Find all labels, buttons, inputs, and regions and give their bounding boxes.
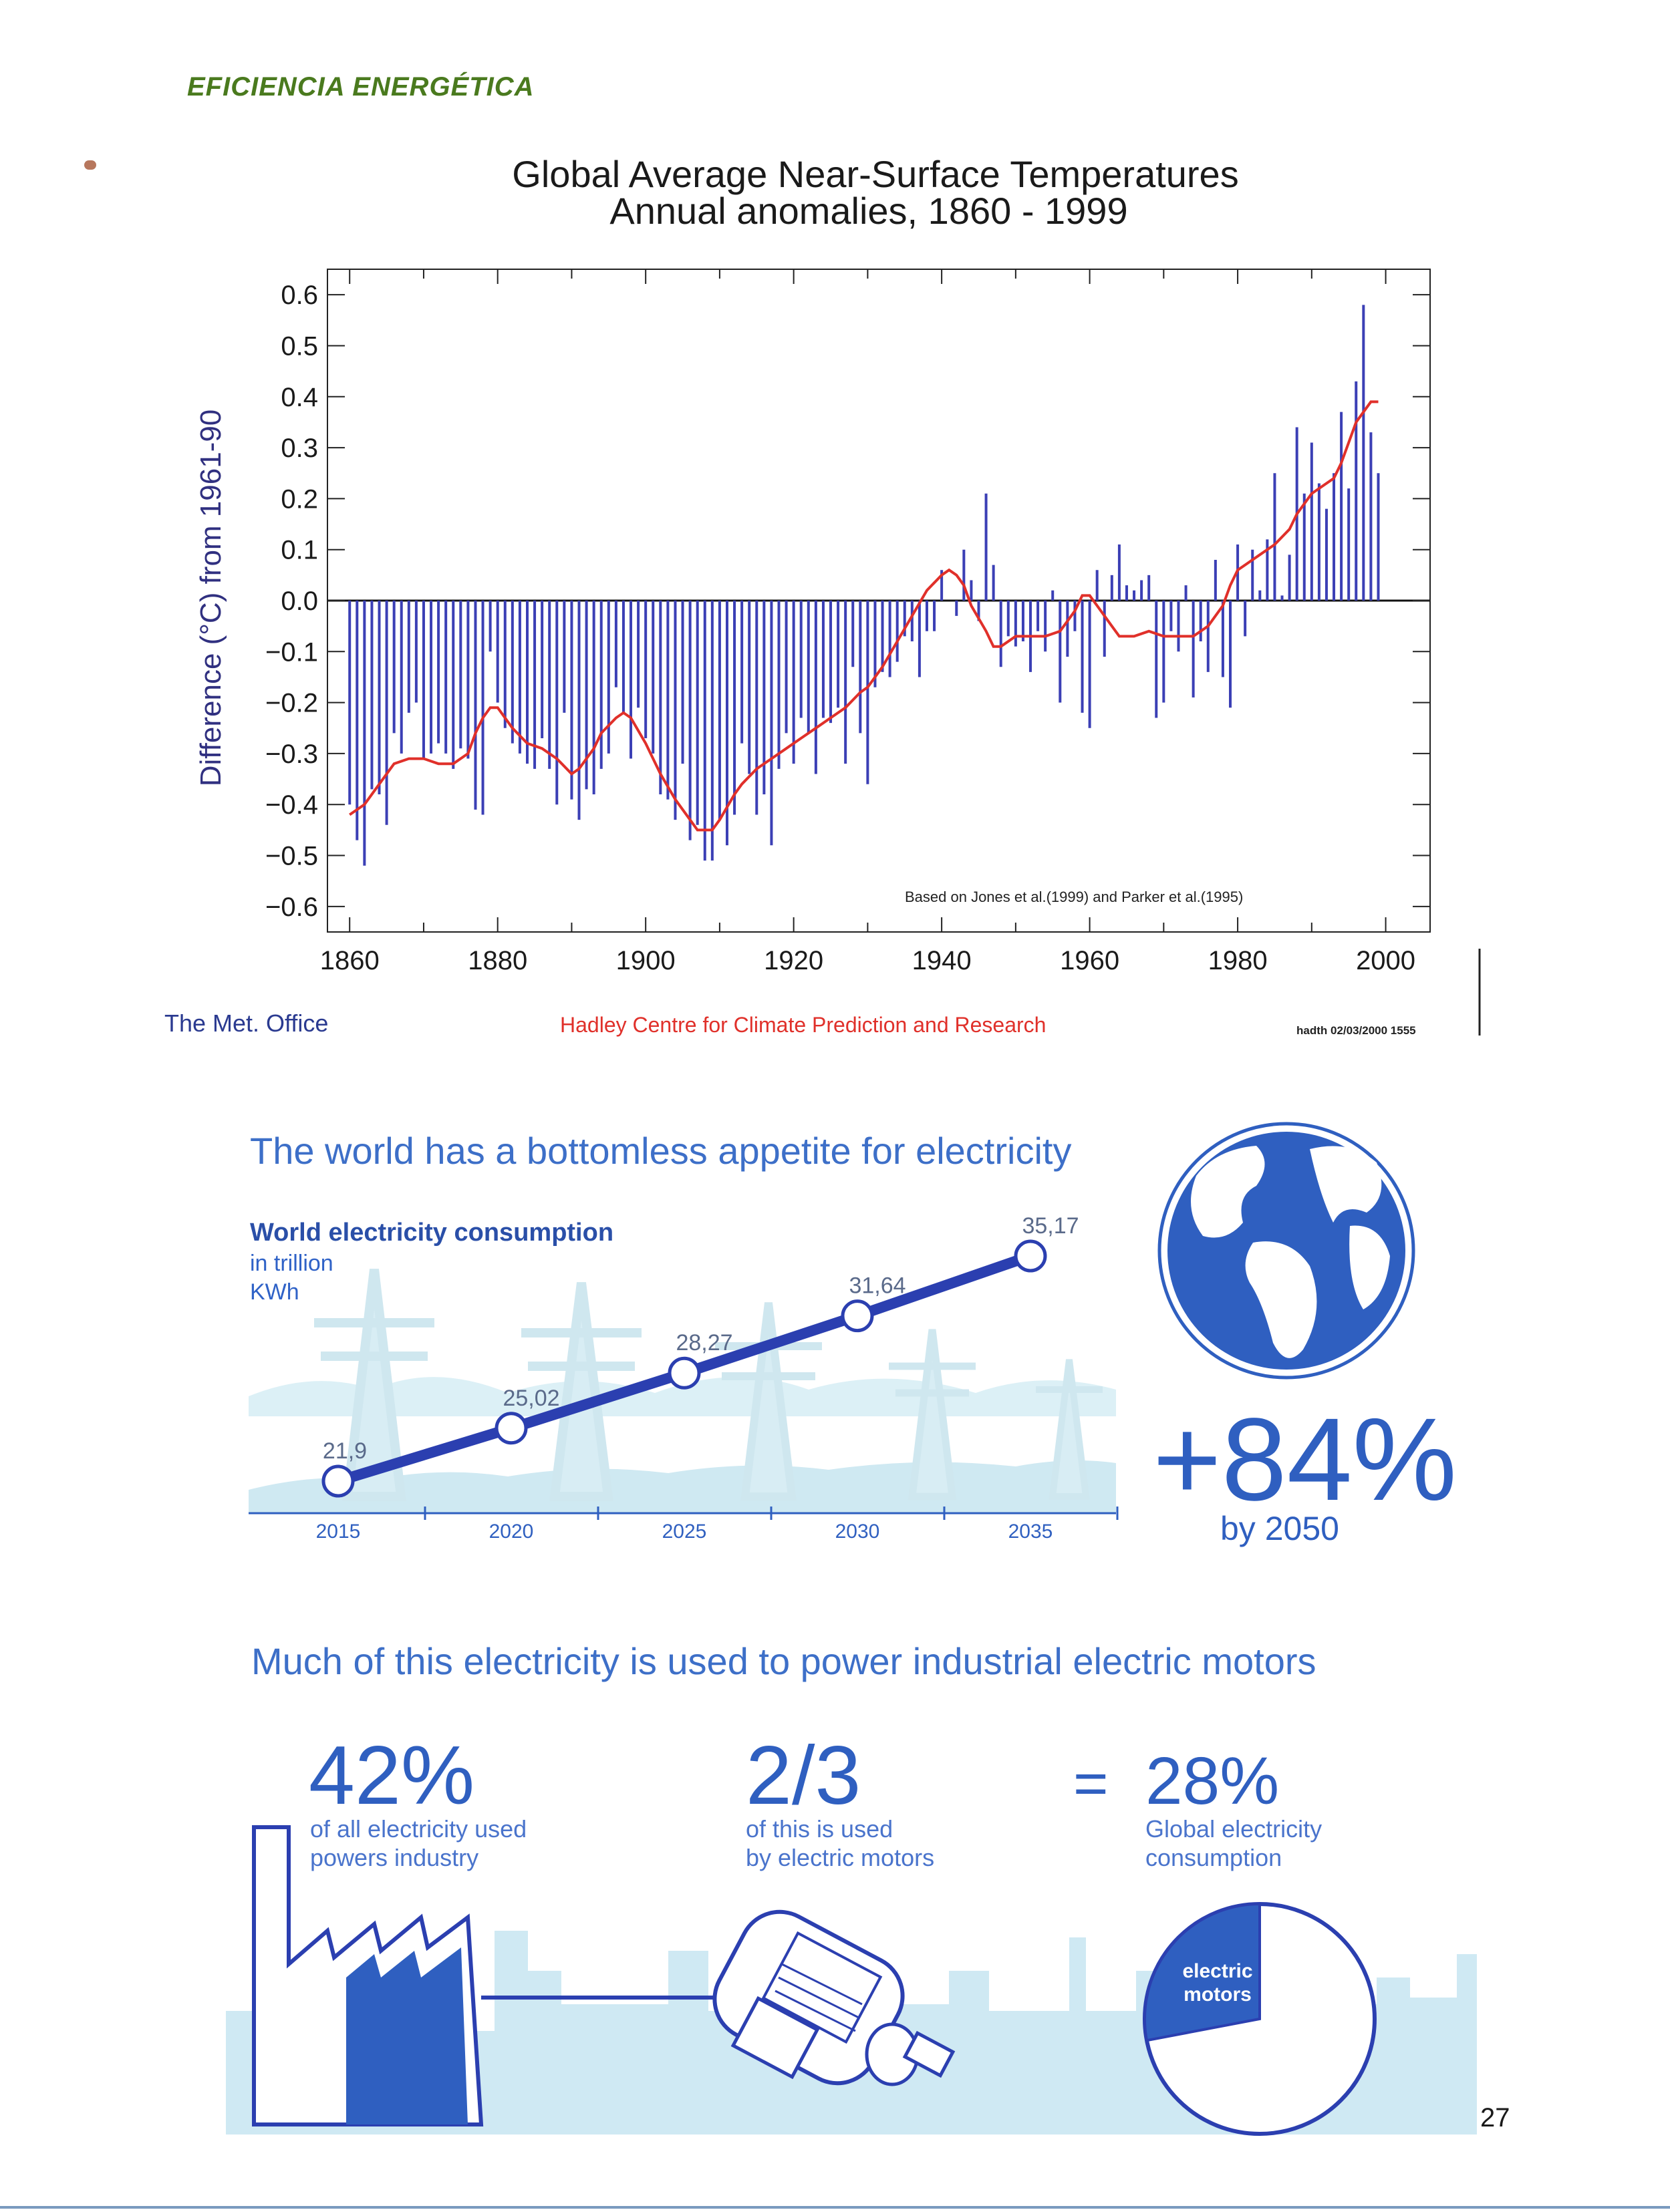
pie-slice-other: [1143, 1902, 1377, 2136]
y-tick-label: 0.0: [281, 587, 318, 616]
data-label: 35,17: [1022, 1213, 1079, 1239]
unit-line-1: in trillion: [250, 1251, 333, 1276]
consumption-line: [333, 1251, 1036, 1486]
smoothed-curve: [349, 400, 1379, 832]
hadley-centre-credit: Hadley Centre for Climate Prediction and…: [560, 1013, 1046, 1037]
y-axis-label: Difference (°C) from 1961-90: [194, 410, 227, 787]
data-point: [321, 1464, 355, 1498]
data-points: 21,9 25,02 28,27 31,64 35,17: [321, 1213, 1079, 1498]
year-label: 2015: [316, 1521, 361, 1543]
stat-motors-value: 2/3: [746, 1730, 861, 1822]
y-tick-label: 0.5: [281, 331, 318, 361]
factory-icon: [252, 1825, 484, 2126]
stat-industry-line-2: powers industry: [310, 1844, 478, 1871]
y-tick-label: −0.1: [265, 637, 318, 667]
year-label: 2020: [489, 1521, 534, 1543]
consumption-pie: electric motors: [1143, 1902, 1377, 2136]
consumption-chart-title: World electricity consumption: [250, 1219, 613, 1247]
data-label: 31,64: [849, 1273, 906, 1299]
electricity-headline: The world has a bottomless appetite for …: [250, 1130, 1071, 1172]
growth-callout: +84%: [1153, 1394, 1457, 1525]
x-axis-ticks: 2015 2020 2025 2030 2035: [316, 1507, 1119, 1543]
x-tick-label: 1860: [320, 946, 380, 975]
year-label: 2030: [835, 1521, 880, 1543]
data-label: 28,27: [676, 1330, 732, 1356]
x-tick-label: 2000: [1356, 946, 1415, 975]
y-tick-label: −0.2: [265, 689, 318, 718]
data-label: 25,02: [503, 1386, 559, 1411]
x-tick-label: 1920: [764, 946, 823, 975]
pie-label-line-1: electric: [1182, 1960, 1252, 1982]
data-source-note: Based on Jones et al.(1999) and Parker e…: [905, 889, 1243, 905]
bullet-dot: [84, 160, 96, 170]
y-tick-label: −0.3: [265, 740, 318, 769]
stat-global-line-2: consumption: [1145, 1844, 1282, 1871]
y-axis: 0.6 0.5 0.4 0.3 0.2 0.1 0.0 −0.1 −0.2 −0.3 −0.4 −0.…: [265, 281, 1430, 922]
y-tick-label: 0.2: [281, 484, 318, 514]
stat-industry-line-1: of all electricity used: [310, 1815, 527, 1843]
pylon-background: [249, 1269, 1116, 1513]
electric-motor-icon: [712, 1909, 956, 2086]
x-axis: 1860 1880 1900 1920 1940 1960 1980 2000: [320, 269, 1415, 975]
stat-motors-line-2: by electric motors: [746, 1844, 934, 1871]
y-tick-label: −0.4: [265, 790, 318, 820]
data-label: 21,9: [323, 1438, 367, 1464]
x-tick-label: 1880: [468, 946, 527, 975]
pie-label-line-2: motors: [1184, 1984, 1252, 2006]
y-tick-label: −0.6: [265, 893, 318, 922]
y-tick-label: −0.5: [265, 842, 318, 871]
stat-global-line-1: Global electricity: [1145, 1815, 1322, 1843]
y-tick-label: 0.4: [281, 383, 318, 412]
year-label: 2035: [1008, 1521, 1053, 1543]
chart-title: Global Average Near-Surface Temperatures: [512, 153, 1238, 195]
y-tick-label: 0.1: [281, 536, 318, 565]
met-office-credit: The Met. Office: [164, 1009, 328, 1037]
data-point: [495, 1412, 528, 1445]
x-tick-label: 1960: [1060, 946, 1119, 975]
data-point: [668, 1356, 701, 1390]
data-point: [1014, 1239, 1047, 1273]
stat-motors-line-1: of this is used: [746, 1815, 893, 1843]
y-tick-label: 0.6: [281, 281, 318, 310]
data-point: [841, 1299, 874, 1333]
page-number: 27: [1480, 2103, 1510, 2132]
bottom-rule: [0, 2206, 1670, 2209]
x-tick-label: 1940: [912, 946, 972, 975]
chart-timestamp: hadth 02/03/2000 1555: [1296, 1024, 1416, 1037]
y-tick-label: 0.3: [281, 434, 318, 463]
page-header: EFICIENCIA ENERGÉTICA: [187, 72, 535, 102]
city-skyline: [226, 1931, 1477, 2135]
anomaly-bars: [348, 305, 1380, 866]
pie-slice-electric-motors: [1143, 1902, 1261, 2042]
x-tick-label: 1980: [1208, 946, 1268, 975]
motors-headline: Much of this electricity is used to powe…: [251, 1640, 1316, 1682]
globe-icon: [1157, 1122, 1415, 1380]
temperature-chart: Global Average Near-Surface Temperatures…: [164, 153, 1481, 1037]
stat-industry-value: 42%: [309, 1730, 474, 1822]
year-label: 2025: [662, 1521, 707, 1543]
growth-callout-caption: by 2050: [1220, 1510, 1339, 1547]
chart-subtitle: Annual anomalies, 1860 - 1999: [609, 190, 1127, 232]
unit-line-2: KWh: [250, 1279, 299, 1305]
x-tick-label: 1900: [616, 946, 676, 975]
stat-equals-sign: =: [1073, 1750, 1109, 1817]
stat-global-value: 28%: [1145, 1744, 1279, 1819]
